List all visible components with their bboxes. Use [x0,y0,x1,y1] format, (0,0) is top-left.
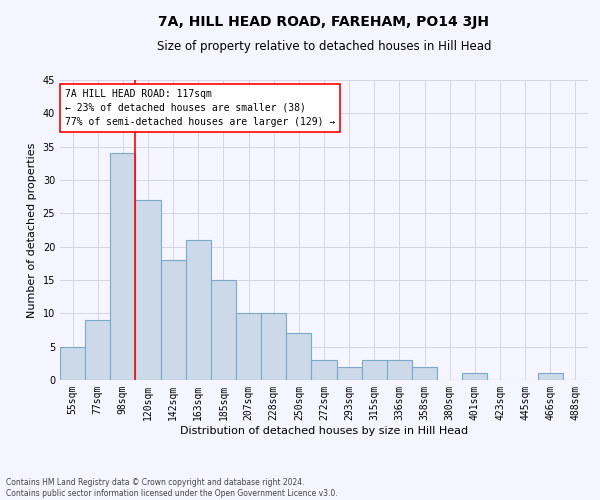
Bar [311,360,337,380]
Bar [110,154,136,380]
Bar [462,374,487,380]
Text: Size of property relative to detached houses in Hill Head: Size of property relative to detached ho… [157,40,491,53]
Bar [161,260,186,380]
Bar [362,360,387,380]
Bar [387,360,412,380]
Text: 7A HILL HEAD ROAD: 117sqm
← 23% of detached houses are smaller (38)
77% of semi-: 7A HILL HEAD ROAD: 117sqm ← 23% of detac… [65,89,335,127]
Bar [412,366,437,380]
Bar [261,314,286,380]
Bar [286,334,311,380]
Bar [337,366,362,380]
Bar [538,374,563,380]
Y-axis label: Number of detached properties: Number of detached properties [27,142,37,318]
Bar [136,200,161,380]
Bar [60,346,85,380]
Bar [211,280,236,380]
Text: Contains HM Land Registry data © Crown copyright and database right 2024.
Contai: Contains HM Land Registry data © Crown c… [6,478,338,498]
Bar [236,314,261,380]
Bar [85,320,110,380]
X-axis label: Distribution of detached houses by size in Hill Head: Distribution of detached houses by size … [180,426,468,436]
Text: 7A, HILL HEAD ROAD, FAREHAM, PO14 3JH: 7A, HILL HEAD ROAD, FAREHAM, PO14 3JH [158,15,490,29]
Bar [186,240,211,380]
